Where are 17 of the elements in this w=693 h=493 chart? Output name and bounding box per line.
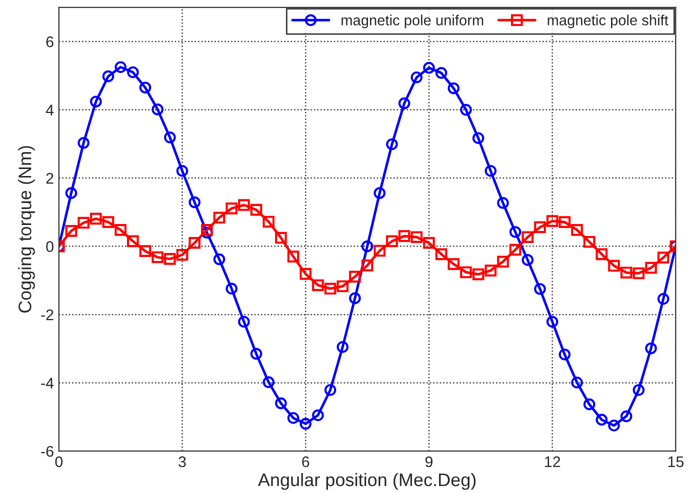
- y-tick-label: -2: [41, 309, 54, 320]
- y-tick-label: 2: [46, 172, 54, 184]
- y-tick-label: -4: [41, 378, 54, 388]
- x-tick-label: 9: [425, 456, 432, 468]
- legend-label: magnetic pole shift: [548, 14, 668, 28]
- x-tick-label: 0: [55, 456, 63, 468]
- y-tick-label: 0: [46, 241, 54, 252]
- x-tick-label: 15: [668, 456, 684, 468]
- y-tick-label: 4: [46, 104, 54, 116]
- x-tick-label: 3: [178, 456, 186, 468]
- y-axis-title: Cogging torque (Nm): [18, 146, 35, 313]
- x-tick-label: 12: [544, 456, 560, 468]
- x-tick-label: 6: [302, 456, 310, 468]
- legend-label: magnetic pole uniform: [342, 14, 484, 28]
- y-tick-label: 6: [46, 36, 54, 48]
- x-axis-title: Angular position (Mec.Deg): [258, 472, 476, 490]
- y-tick-label: -6: [41, 446, 54, 457]
